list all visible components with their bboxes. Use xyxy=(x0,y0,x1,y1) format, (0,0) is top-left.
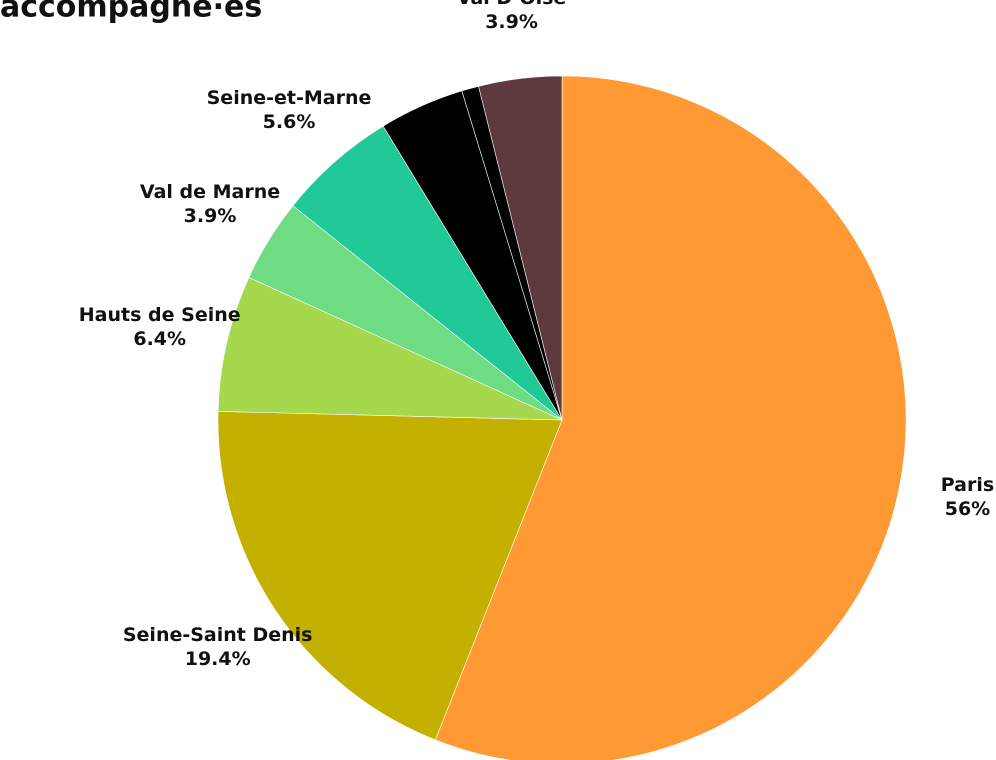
value-label: 19.4% xyxy=(185,648,251,670)
slice-label: Paris xyxy=(941,474,994,496)
chart-title: accompagné·es xyxy=(0,0,262,25)
value-label: 6.4% xyxy=(133,328,186,350)
slice-label: Val D’Oise xyxy=(457,0,566,9)
pie-slice xyxy=(478,75,563,421)
slice-label: Seine-et-Marne xyxy=(207,87,372,109)
pie-slice xyxy=(434,75,907,760)
slice-label: Hauts de Seine xyxy=(79,304,241,326)
slice-label: Seine-Saint Denis xyxy=(123,624,313,646)
pie-slice xyxy=(217,277,563,421)
slice-label: Val de Marne xyxy=(140,181,280,203)
pie-slice xyxy=(217,411,563,741)
value-label: 3.9% xyxy=(485,11,538,33)
value-label: 5.6% xyxy=(263,111,316,133)
value-label: 3.9% xyxy=(184,205,237,227)
value-label: 56% xyxy=(945,498,990,520)
